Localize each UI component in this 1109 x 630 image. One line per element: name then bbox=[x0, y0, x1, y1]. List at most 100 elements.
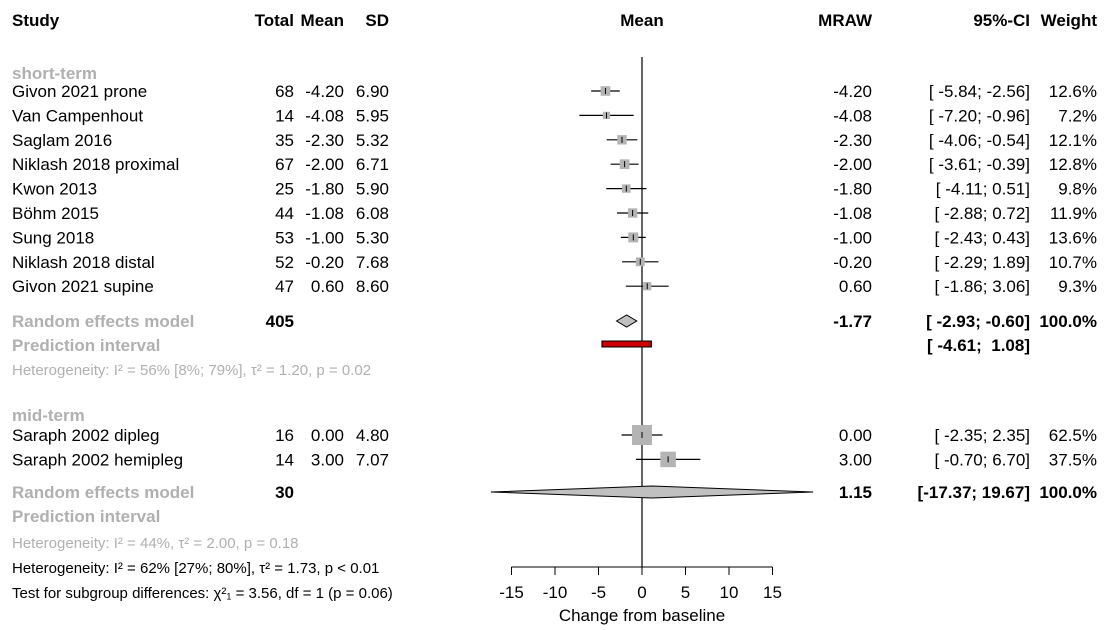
study-total: 14 bbox=[275, 450, 294, 469]
pooled-diamond bbox=[490, 485, 814, 499]
study-ci: [ -2.29; 1.89] bbox=[935, 253, 1030, 272]
header-plot-mean: Mean bbox=[620, 11, 663, 30]
study-mean: -1.00 bbox=[305, 228, 344, 247]
random-effects-total: 405 bbox=[266, 312, 294, 331]
study-mraw: -1.00 bbox=[833, 228, 872, 247]
random-effects-weight: 100.0% bbox=[1039, 312, 1097, 331]
study-mraw: -1.80 bbox=[833, 180, 872, 199]
study-mraw: 0.60 bbox=[839, 277, 872, 296]
study-ci: [ -1.86; 3.06] bbox=[935, 277, 1030, 296]
header-sd: SD bbox=[365, 11, 389, 30]
study-mean: -4.20 bbox=[305, 82, 344, 101]
subgroup-title: short-term bbox=[12, 64, 97, 83]
study-ci: [ -0.70; 6.70] bbox=[935, 450, 1030, 469]
study-weight: 10.7% bbox=[1049, 253, 1097, 272]
study-weight: 37.5% bbox=[1049, 450, 1097, 469]
x-tick-label: -5 bbox=[591, 583, 606, 602]
study-ci: [ -2.35; 2.35] bbox=[935, 426, 1030, 445]
random-effects-weight: 100.0% bbox=[1039, 483, 1097, 502]
subgroup-rows-mid-term: Saraph 2002 dipleg 16 0.00 4.80 0.00 [ -2.35;… bbox=[12, 426, 1097, 469]
study-ci: [ -5.84; -2.56] bbox=[929, 82, 1030, 101]
study-sd: 8.60 bbox=[356, 277, 389, 296]
study-name: Böhm 2015 bbox=[12, 204, 99, 223]
study-ci: [ -4.11; 0.51] bbox=[936, 180, 1030, 199]
random-effects-label: Random effects model bbox=[12, 312, 194, 331]
study-total: 47 bbox=[275, 277, 294, 296]
study-total: 52 bbox=[275, 253, 294, 272]
x-axis-label: Change from baseline bbox=[559, 606, 725, 625]
study-sd: 5.32 bbox=[356, 131, 389, 150]
study-name: Niklash 2018 distal bbox=[12, 253, 155, 272]
study-mean: -0.20 bbox=[305, 253, 344, 272]
study-name: Saglam 2016 bbox=[12, 131, 112, 150]
header-study: Study bbox=[12, 11, 60, 30]
study-total: 14 bbox=[275, 106, 294, 125]
x-tick-label: 0 bbox=[637, 583, 646, 602]
study-ci: [ -4.06; -0.54] bbox=[929, 131, 1030, 150]
study-mraw: -2.00 bbox=[833, 155, 872, 174]
study-sd: 7.68 bbox=[356, 253, 389, 272]
x-tick-label: 10 bbox=[720, 583, 739, 602]
subgroup-test-text: Test for subgroup differences: χ²₁ = 3.5… bbox=[12, 585, 393, 602]
study-sd: 5.95 bbox=[356, 106, 389, 125]
study-mraw: -1.08 bbox=[833, 204, 872, 223]
study-mraw: -2.30 bbox=[833, 131, 872, 150]
x-tick-label: -10 bbox=[543, 583, 568, 602]
prediction-interval-bar bbox=[601, 340, 652, 348]
header-ci: 95%-CI bbox=[973, 11, 1030, 30]
study-mraw: -0.20 bbox=[833, 253, 872, 272]
study-total: 53 bbox=[275, 228, 294, 247]
study-mean: 3.00 bbox=[311, 450, 344, 469]
random-effects-ci: [-17.37; 19.67] bbox=[918, 483, 1030, 502]
study-name: Saraph 2002 dipleg bbox=[12, 426, 159, 445]
study-sd: 5.90 bbox=[356, 180, 389, 199]
study-weight: 9.3% bbox=[1058, 277, 1097, 296]
study-mean: -4.08 bbox=[305, 106, 344, 125]
random-effects-total: 30 bbox=[275, 483, 294, 502]
study-ci: [ -7.20; -0.96] bbox=[929, 106, 1030, 125]
header-total: Total bbox=[255, 11, 294, 30]
subgroup-rows-short-term: Givon 2021 prone 68 -4.20 6.90 -4.20 [ -5.84;… bbox=[12, 82, 1097, 296]
study-sd: 6.90 bbox=[356, 82, 389, 101]
study-total: 25 bbox=[275, 180, 294, 199]
prediction-interval-label: Prediction interval bbox=[12, 507, 160, 526]
study-total: 44 bbox=[275, 204, 294, 223]
x-tick-label: -15 bbox=[499, 583, 524, 602]
study-weight: 12.1% bbox=[1049, 131, 1097, 150]
study-mean: 0.60 bbox=[311, 277, 344, 296]
study-weight: 12.6% bbox=[1049, 82, 1097, 101]
study-ci: [ -2.43; 0.43] bbox=[935, 228, 1030, 247]
study-sd: 4.80 bbox=[356, 426, 389, 445]
pooled-diamond bbox=[615, 314, 638, 328]
study-total: 16 bbox=[275, 426, 294, 445]
study-name: Kwon 2013 bbox=[12, 180, 97, 199]
study-mraw: 3.00 bbox=[839, 450, 872, 469]
study-weight: 13.6% bbox=[1049, 228, 1097, 247]
study-weight: 12.8% bbox=[1049, 155, 1097, 174]
x-tick-label: 15 bbox=[763, 583, 782, 602]
study-mean: -2.30 bbox=[305, 131, 344, 150]
heterogeneity-text: Heterogeneity: I² = 44%, τ² = 2.00, p = … bbox=[12, 535, 299, 552]
study-name: Niklash 2018 proximal bbox=[12, 155, 179, 174]
study-sd: 6.08 bbox=[356, 204, 389, 223]
study-name: Givon 2021 prone bbox=[12, 82, 147, 101]
x-tick-label: 5 bbox=[681, 583, 690, 602]
study-name: Givon 2021 supine bbox=[12, 277, 154, 296]
study-ci: [ -3.61; -0.39] bbox=[929, 155, 1030, 174]
study-sd: 5.30 bbox=[356, 228, 389, 247]
study-sd: 7.07 bbox=[356, 450, 389, 469]
study-total: 35 bbox=[275, 131, 294, 150]
random-effects-mraw: 1.15 bbox=[839, 483, 872, 502]
study-mean: -2.00 bbox=[305, 155, 344, 174]
heterogeneity-text: Heterogeneity: I² = 56% [8%; 79%], τ² = … bbox=[12, 362, 371, 379]
study-weight: 7.2% bbox=[1058, 106, 1097, 125]
study-mraw: -4.08 bbox=[833, 106, 872, 125]
random-effects-ci: [ -2.93; -0.60] bbox=[926, 312, 1030, 331]
header-weight: Weight bbox=[1041, 11, 1098, 30]
subgroup-title: mid-term bbox=[12, 406, 85, 425]
prediction-interval-label: Prediction interval bbox=[12, 336, 160, 355]
study-weight: 62.5% bbox=[1049, 426, 1097, 445]
study-mean: -1.08 bbox=[305, 204, 344, 223]
plot-area: -15 -10 -5 0 5 10 15 bbox=[490, 57, 814, 602]
